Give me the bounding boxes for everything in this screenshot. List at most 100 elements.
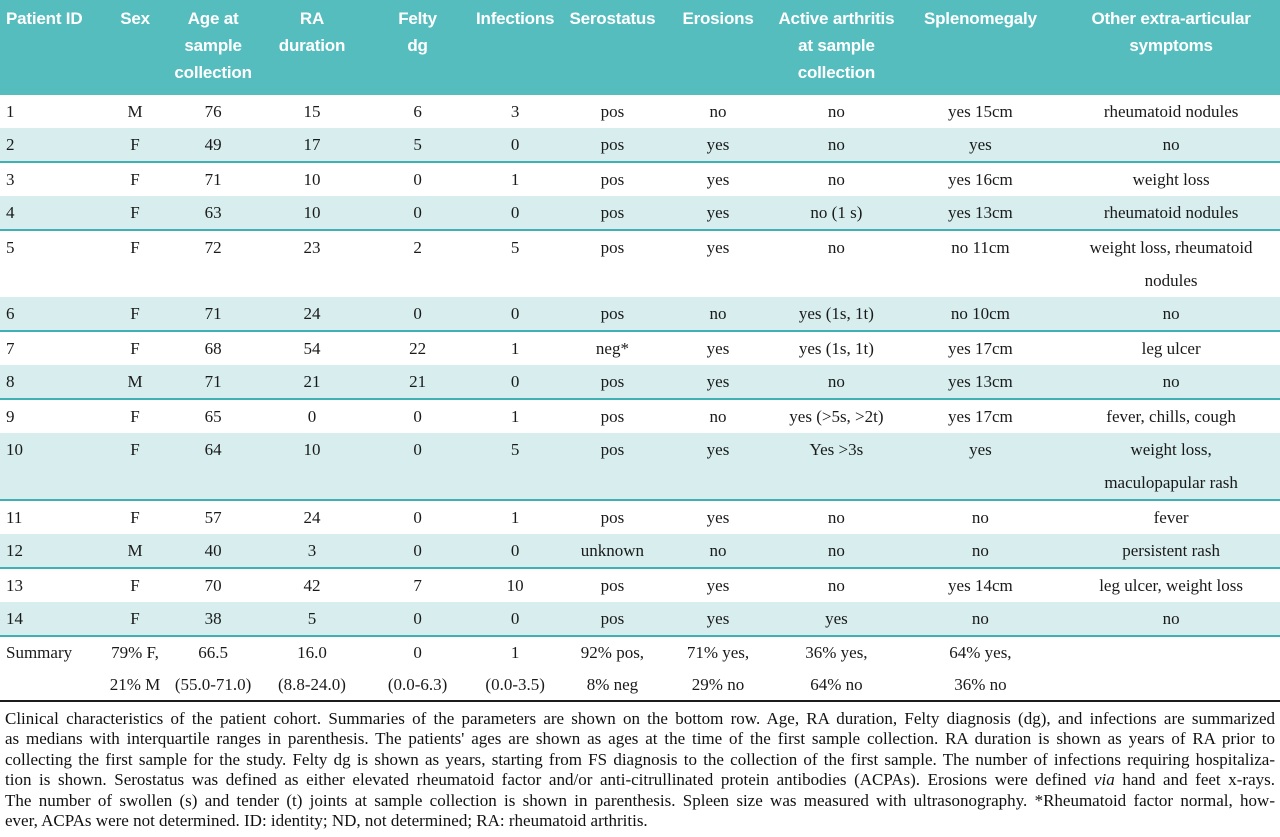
cell-r6-c10: no xyxy=(1062,297,1280,330)
cell-r14-c0: 14 xyxy=(0,602,100,635)
cell-r5-c0: 5 xyxy=(0,231,100,297)
cell-r14-c9: no xyxy=(898,602,1062,635)
cell-line: pos xyxy=(600,170,625,189)
cell-line: 5 xyxy=(6,238,15,257)
caption-text-segment: collecting the first sample for the stud… xyxy=(5,749,1275,769)
cell-line: persistent rash xyxy=(1122,541,1220,560)
cell-line: 66.5 xyxy=(198,643,228,662)
cell-line: 71 xyxy=(204,372,222,391)
caption-line-2: as medians with interquartile ranges in … xyxy=(5,729,1275,749)
cell-r13-c0: 13 xyxy=(0,569,100,602)
cell-r5-c7: yes xyxy=(662,231,775,297)
cell-r6-c1: F xyxy=(100,297,170,330)
cell-line: yes xyxy=(706,238,730,257)
cell-line: 1 xyxy=(510,508,520,527)
table-caption: Clinical characteristics of the patient … xyxy=(0,709,1280,831)
cell-line: 5 xyxy=(510,440,520,459)
cell-line: F xyxy=(130,609,140,628)
cell-r7-c1: F xyxy=(100,332,170,365)
table-row-2: 2 F 49 17 5 0 pos yes no yes no xyxy=(0,128,1280,163)
cell-line: 63 xyxy=(204,203,222,222)
cell-r8-c2: 71 xyxy=(170,365,256,398)
table-row-6: 6 F 71 24 0 0 pos no yes (1s, 1t) no 10cm no xyxy=(0,297,1280,332)
cell-line: yes (>5s, >2t) xyxy=(789,407,884,426)
cell-line: pos xyxy=(600,203,625,222)
cell-line: yes 17cm xyxy=(948,339,1013,358)
cell-r8-c1: M xyxy=(100,365,170,398)
column-header-7: Erosions xyxy=(662,5,775,95)
cell-r3-c1: F xyxy=(100,163,170,196)
cell-r2-c3: 17 xyxy=(256,128,368,161)
cell-line: 68 xyxy=(204,339,222,358)
cell-line: 3 xyxy=(6,170,15,189)
cell-r3-c8: no xyxy=(774,163,898,196)
cell-r8-c9: yes 13cm xyxy=(898,365,1062,398)
cell-r4-c5: 0 xyxy=(467,196,563,229)
cell-line: 10 xyxy=(303,440,321,459)
cell-r3-c0: 3 xyxy=(0,163,100,196)
cell-r4-c2: 63 xyxy=(170,196,256,229)
table-row-4: 4 F 63 10 0 0 pos yes no (1 s) yes 13cm rheumatoid… xyxy=(0,196,1280,231)
cell-line: yes 13cm xyxy=(948,203,1013,222)
cell-r8-c4: 21 xyxy=(368,365,467,398)
cell-r13-c3: 42 xyxy=(256,569,368,602)
cell-line: F xyxy=(130,576,140,595)
cell-line: 21 xyxy=(303,372,321,391)
cell-line: 3 xyxy=(307,541,317,560)
caption-text-segment: hand and feet x-rays. xyxy=(1114,770,1275,790)
cell-r7-c3: 54 xyxy=(256,332,368,365)
caption-text-segment: as medians with interquartile ranges in … xyxy=(5,729,1275,749)
cell-r7-c5: 1 xyxy=(467,332,563,365)
cell-r1-c3: 15 xyxy=(256,95,368,128)
table-row-9: 9 F 65 0 0 1 pos no yes (>5s, >2t) yes 17cm fever,… xyxy=(0,400,1280,433)
cell-line: Sex xyxy=(120,9,150,28)
cell-line: no xyxy=(827,238,845,257)
cell-line: yes xyxy=(706,203,730,222)
cell-r12-c7: no xyxy=(662,534,775,567)
cell-line: 15 xyxy=(303,102,321,121)
cell-line: 72 xyxy=(204,238,222,257)
cell-r1-c5: 3 xyxy=(467,95,563,128)
cell-line: 3 xyxy=(510,102,520,121)
cell-line: 64% no xyxy=(810,674,863,694)
cell-r11-c3: 24 xyxy=(256,501,368,534)
cell-r14-c6: pos xyxy=(563,602,662,635)
cell-line: collection xyxy=(797,63,876,82)
column-header-9: Splenomegaly xyxy=(898,5,1062,95)
cell-line: 36% yes, xyxy=(805,643,868,662)
cell-line: neg* xyxy=(595,339,629,358)
cell-line: 0 xyxy=(413,304,422,323)
cell-r14-c3: 5 xyxy=(256,602,368,635)
cell-r13-c1: F xyxy=(100,569,170,602)
cell-line: 0 xyxy=(510,541,520,560)
cell-r11-c6: pos xyxy=(563,501,662,534)
cell-summary-c6: 92% pos, 8% neg xyxy=(563,637,662,700)
cell-line: F xyxy=(130,238,140,257)
table-body: 1 M 76 15 6 3 pos no no yes 15cm rheumatoid nodule… xyxy=(0,95,1280,702)
cell-line: yes 16cm xyxy=(948,170,1013,189)
cell-r10-c6: pos xyxy=(563,433,662,499)
cell-line: 6 xyxy=(413,102,422,121)
cell-line: (0.0-3.5) xyxy=(485,674,545,694)
cell-line: 0 xyxy=(413,541,422,560)
cell-line: 7 xyxy=(6,339,15,358)
cell-line: pos xyxy=(600,407,625,426)
cell-line: (0.0-6.3) xyxy=(387,674,448,694)
cell-r5-c4: 2 xyxy=(368,231,467,297)
cell-summary-c7: 71% yes, 29% no xyxy=(662,637,775,700)
cell-r10-c7: yes xyxy=(662,433,775,499)
cell-r9-c10: fever, chills, cough xyxy=(1062,400,1280,433)
cell-line: 0 xyxy=(413,407,422,426)
cell-line: no xyxy=(971,609,989,628)
cell-r14-c2: 38 xyxy=(170,602,256,635)
cell-r10-c0: 10 xyxy=(0,433,100,499)
cell-r2-c6: pos xyxy=(563,128,662,161)
cell-r5-c8: no xyxy=(774,231,898,297)
cell-r6-c6: pos xyxy=(563,297,662,330)
cell-r10-c9: yes xyxy=(898,433,1062,499)
cell-line: 6 xyxy=(6,304,15,323)
cell-r6-c7: no xyxy=(662,297,775,330)
cell-r7-c8: yes (1s, 1t) xyxy=(774,332,898,365)
cell-r11-c5: 1 xyxy=(467,501,563,534)
cell-r2-c9: yes xyxy=(898,128,1062,161)
